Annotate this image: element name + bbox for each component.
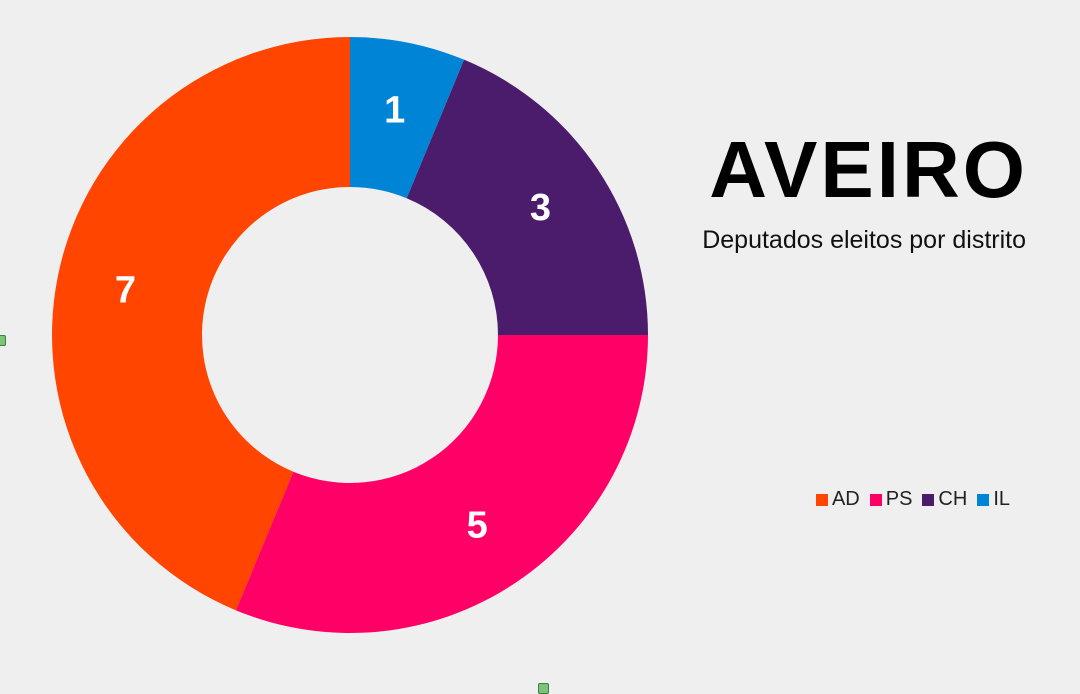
slice-ch[interactable] <box>406 59 648 335</box>
slice-ad[interactable] <box>52 37 351 611</box>
legend-label-ch: CH <box>938 488 968 510</box>
chart-subtitle: Deputados eleitos por distrito <box>702 226 1026 254</box>
slice-ps[interactable] <box>235 335 649 633</box>
donut-chart[interactable]: 7 5 3 1 <box>0 0 700 689</box>
legend-swatch-il <box>977 493 990 506</box>
slice-label-ch: 3 <box>530 187 551 229</box>
slice-label-ad: 7 <box>115 269 136 311</box>
legend-item-il: IL <box>977 488 1010 511</box>
slice-label-ps: 5 <box>467 504 488 546</box>
legend-label-ps: PS <box>885 488 913 510</box>
legend-label-ad: AD <box>831 488 860 510</box>
resize-handle-left[interactable] <box>0 335 6 346</box>
legend-swatch-ad <box>815 493 828 506</box>
legend-swatch-ch <box>922 493 935 506</box>
legend-label-il: IL <box>993 488 1010 510</box>
legend-item-ps: PS <box>869 488 913 511</box>
legend-item-ad: AD <box>815 488 860 511</box>
legend-item-ch: CH <box>922 488 967 511</box>
legend-swatch-ps <box>869 493 882 506</box>
slice-label-il: 1 <box>384 89 405 131</box>
slice-il[interactable] <box>350 37 465 199</box>
legend: AD PS CH IL <box>815 488 1010 511</box>
chart-title: AVEIRO <box>709 125 1028 214</box>
